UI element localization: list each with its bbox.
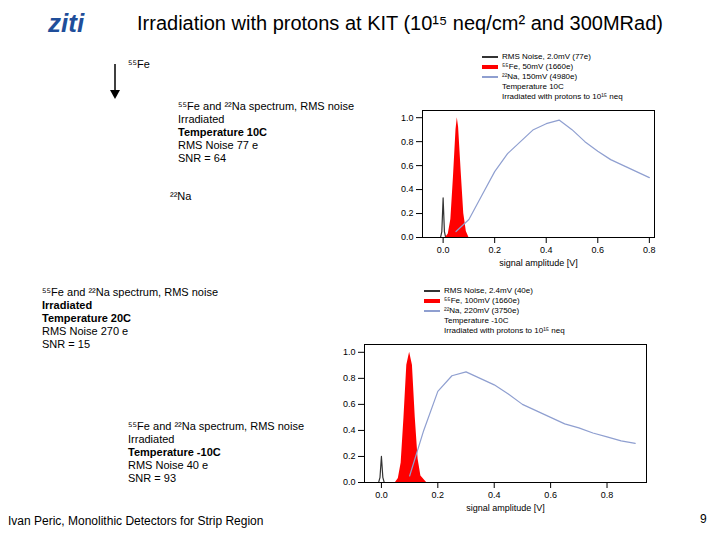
svg-text:signal amplitude [V]: signal amplitude [V] [499,258,578,268]
svg-text:0.4: 0.4 [343,425,356,435]
html-text:SNR = 15: SNR = 15 [42,338,90,350]
html-text:Irradiated: Irradiated [128,433,175,445]
svg-text:1.0: 1.0 [401,113,414,123]
svg-text:0.6: 0.6 [544,490,557,500]
svg-text:0.8: 0.8 [343,373,356,383]
svg-text:signal amplitude [V]: signal amplitude [V] [466,503,545,513]
svg-text:0.8: 0.8 [643,245,656,255]
svg-text:0.0: 0.0 [343,477,356,487]
html-text:SNR = 93: SNR = 93 [128,472,176,484]
html-text:Irradiated with protons to 10¹: Irradiated with protons to 10¹⁵ neq [444,326,565,335]
html-text:Ivan Peric, Monolithic Detecto: Ivan Peric, Monolithic Detectors for Str… [8,514,264,528]
svg-text:0.2: 0.2 [488,245,501,255]
html-text:Irradiated: Irradiated [178,113,225,125]
html-text:⁵⁵Fe and ²²Na spectrum, RMS no: ⁵⁵Fe and ²²Na spectrum, RMS noise [178,100,354,112]
html-text:SNR = 64: SNR = 64 [178,152,226,164]
svg-text:0.8: 0.8 [401,137,414,147]
html-text:⁵⁵Fe and ²²Na spectrum, RMS no: ⁵⁵Fe and ²²Na spectrum, RMS noise [42,286,218,298]
svg-text:1.0: 1.0 [343,347,356,357]
svg-text:0.2: 0.2 [401,208,414,218]
html-text:RMS Noise 40 e: RMS Noise 40 e [128,459,209,471]
html-text:²²Na, 150mV (4980e): ²²Na, 150mV (4980e) [502,72,578,81]
svg-text:0.4: 0.4 [488,490,501,500]
html-text:ziti: ziti [48,8,85,38]
svg-text:0.4: 0.4 [540,245,553,255]
html-text:Temperature -10C: Temperature -10C [444,316,509,325]
html-text:RMS Noise 270 e: RMS Noise 270 e [42,325,129,337]
svg-text:0.2: 0.2 [343,451,356,461]
svg-text:0.6: 0.6 [592,245,605,255]
html-text:Temperature 20C: Temperature 20C [42,312,132,324]
html-text:RMS Noise, 2.4mV (40e): RMS Noise, 2.4mV (40e) [444,286,533,295]
html-text:RMS Noise 77 e: RMS Noise 77 e [178,139,259,151]
svg-text:0.2: 0.2 [432,490,445,500]
html-text:⁵⁵Fe and ²²Na spectrum, RMS no: ⁵⁵Fe and ²²Na spectrum, RMS noise [128,420,304,432]
html-text:RMS Noise, 2.0mV (77e): RMS Noise, 2.0mV (77e) [502,52,591,61]
svg-text:0.8: 0.8 [601,490,614,500]
html-text:Temperature -10C: Temperature -10C [128,446,221,458]
svg-text:0.6: 0.6 [401,160,414,170]
svg-text:0.0: 0.0 [375,490,388,500]
html-text:Temperature 10C: Temperature 10C [502,82,564,91]
html-text:²²Na, 220mV (3750e): ²²Na, 220mV (3750e) [444,306,520,315]
svg-text:0.0: 0.0 [401,232,414,242]
html-text:9: 9 [700,512,707,526]
html-text:Irradiated with protons to 10¹: Irradiated with protons to 10¹⁵ neq [502,92,623,101]
html-text:⁵⁵Fe, 100mV (1660e): ⁵⁵Fe, 100mV (1660e) [444,296,520,305]
svg-text:0.0: 0.0 [437,245,450,255]
html-text:Temperature 10C: Temperature 10C [178,126,268,138]
html-text:Irradiated: Irradiated [42,299,93,311]
html-text:⁵⁵Fe, 50mV (1660e): ⁵⁵Fe, 50mV (1660e) [502,62,574,71]
svg-text:0.4: 0.4 [401,184,414,194]
svg-text:0.6: 0.6 [343,399,356,409]
html-text:⁵⁵Fe: ⁵⁵Fe [128,58,150,70]
html-text:²²Na: ²²Na [170,190,192,202]
html-text:Irradiation with protons at KI: Irradiation with protons at KIT (10¹⁵ ne… [137,12,663,34]
